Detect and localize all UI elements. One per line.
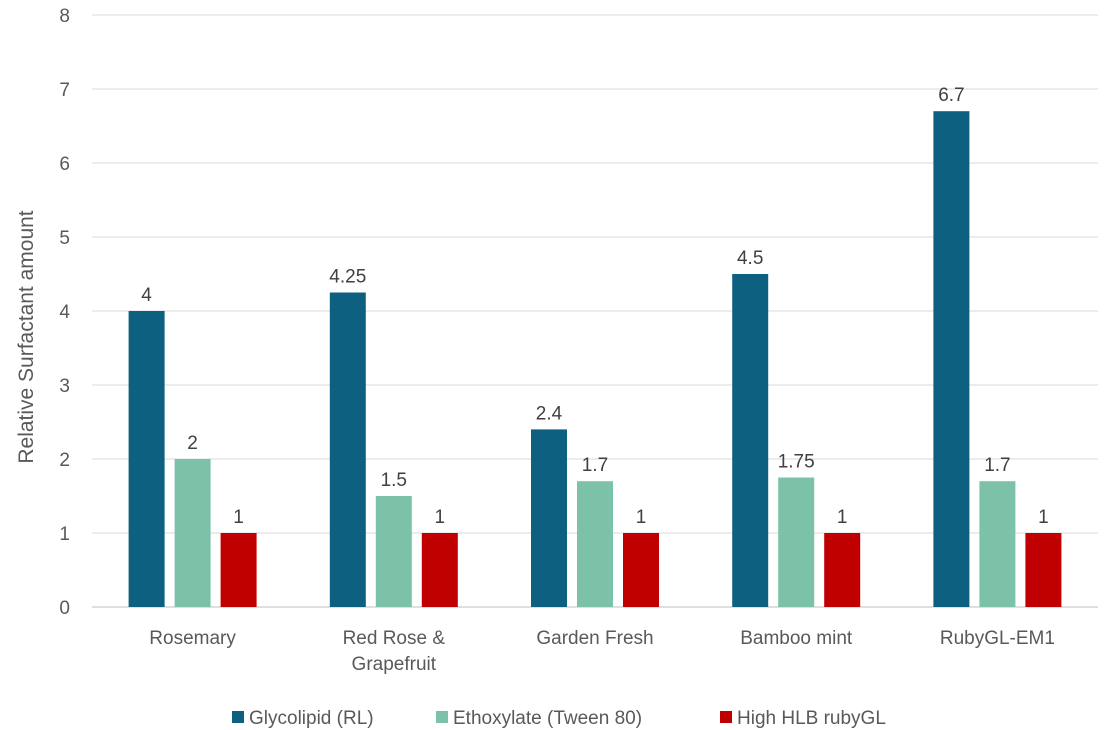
category-label: Rosemary	[149, 628, 236, 649]
bar	[577, 481, 613, 607]
data-label: 1	[636, 507, 647, 528]
legend-swatch	[720, 711, 732, 723]
bar	[778, 477, 815, 607]
bar	[979, 481, 1016, 607]
data-label: 4.25	[329, 267, 366, 288]
data-labels: 4 2 1 4.25 1.5 1 2.4 1.7 1 4.5 1.75 1 6.7 1.7 1	[141, 85, 1048, 528]
category-label: Grapefruit	[352, 654, 437, 675]
bar	[421, 533, 458, 607]
category-label: Red Rose &	[343, 628, 446, 649]
legend-swatch	[436, 711, 448, 723]
data-label: 2	[187, 433, 198, 454]
x-axis-categories: Rosemary Red Rose & Grapefruit Garden Fresh…	[149, 628, 1055, 675]
y-axis-ticks: 0 1 2 3 4 5 6 7 8	[59, 6, 70, 619]
bar	[375, 496, 412, 607]
category-label: Bamboo mint	[740, 628, 853, 649]
y-tick-label: 6	[59, 154, 70, 175]
bar	[824, 533, 861, 607]
category-label: RubyGL-EM1	[940, 628, 1055, 649]
y-tick-label: 7	[59, 80, 70, 101]
bar	[531, 429, 567, 607]
bar	[220, 533, 257, 607]
legend-label: Ethoxylate (Tween 80)	[453, 708, 642, 729]
bars	[128, 111, 1062, 607]
bar	[623, 533, 659, 607]
data-label: 1	[837, 507, 848, 528]
data-label: 1.7	[984, 455, 1010, 476]
y-tick-label: 3	[59, 376, 70, 397]
y-tick-label: 8	[59, 6, 70, 27]
category-label: Garden Fresh	[536, 628, 653, 649]
data-label: 1.5	[381, 470, 407, 491]
y-axis-title: Relative Surfactant amount	[15, 210, 38, 463]
data-label: 1	[435, 507, 446, 528]
bar	[1025, 533, 1062, 607]
data-label: 4.5	[737, 248, 763, 269]
legend-swatch	[232, 711, 244, 723]
bar	[933, 111, 970, 607]
bar	[128, 311, 165, 607]
bar	[732, 274, 769, 607]
data-label: 1	[1038, 507, 1049, 528]
legend-label: High HLB rubyGL	[737, 708, 886, 729]
bar	[329, 292, 366, 607]
data-label: 1	[233, 507, 244, 528]
legend: Glycolipid (RL) Ethoxylate (Tween 80) High…	[232, 708, 886, 729]
legend-label: Glycolipid (RL)	[249, 708, 374, 729]
data-label: 2.4	[536, 403, 563, 424]
y-tick-label: 1	[59, 524, 70, 545]
data-label: 1.75	[778, 452, 815, 473]
y-tick-label: 0	[59, 598, 70, 619]
data-label: 1.7	[582, 455, 608, 476]
gridlines	[92, 14, 1098, 608]
data-label: 4	[141, 285, 152, 306]
y-tick-label: 4	[59, 302, 70, 323]
y-tick-label: 5	[59, 228, 70, 249]
data-label: 6.7	[938, 85, 964, 106]
y-tick-label: 2	[59, 450, 70, 471]
bar	[174, 459, 211, 607]
